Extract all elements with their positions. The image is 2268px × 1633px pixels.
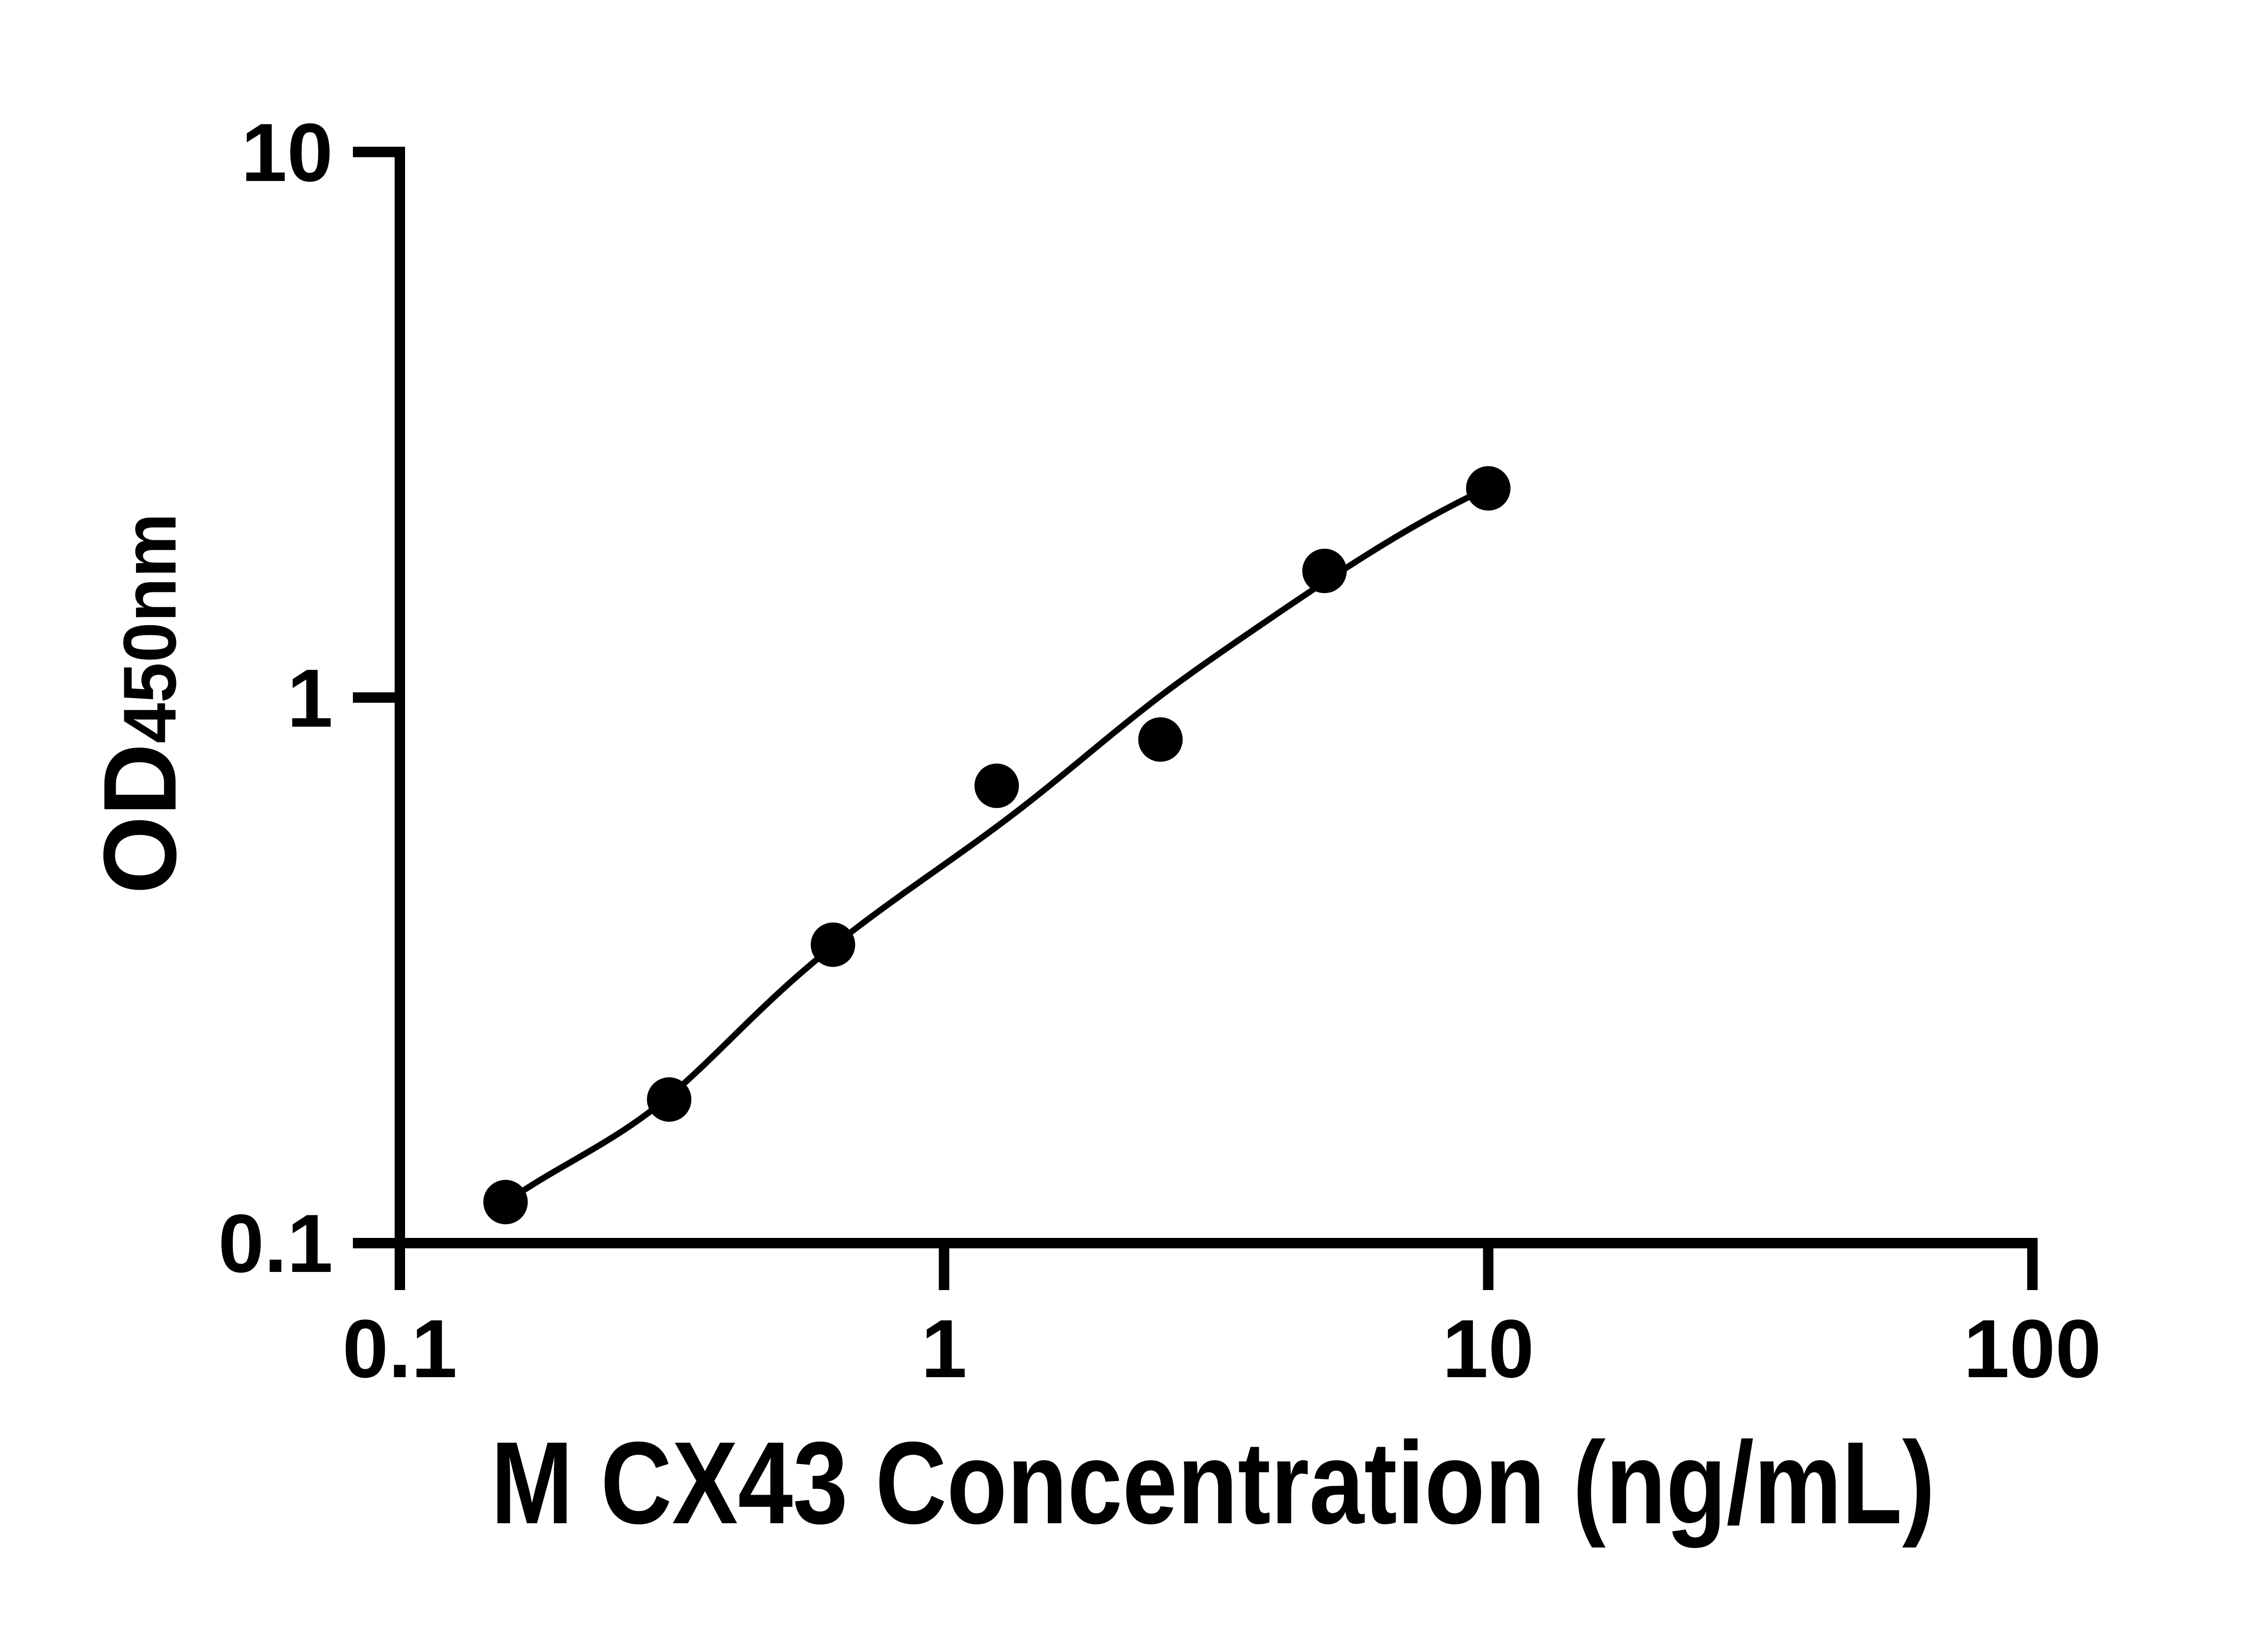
svg-text:0.1: 0.1 — [342, 1302, 457, 1395]
svg-text:0.1: 0.1 — [218, 1197, 333, 1290]
svg-text:OD450nm: OD450nm — [83, 513, 198, 894]
svg-text:100: 100 — [1964, 1302, 2102, 1395]
svg-text:1: 1 — [287, 652, 333, 744]
svg-text:M CX43 Concentration (ng/mL): M CX43 Concentration (ng/mL) — [491, 1417, 1935, 1549]
svg-text:10: 10 — [1442, 1302, 1534, 1395]
svg-text:10: 10 — [241, 106, 333, 199]
svg-text:1: 1 — [921, 1302, 967, 1395]
